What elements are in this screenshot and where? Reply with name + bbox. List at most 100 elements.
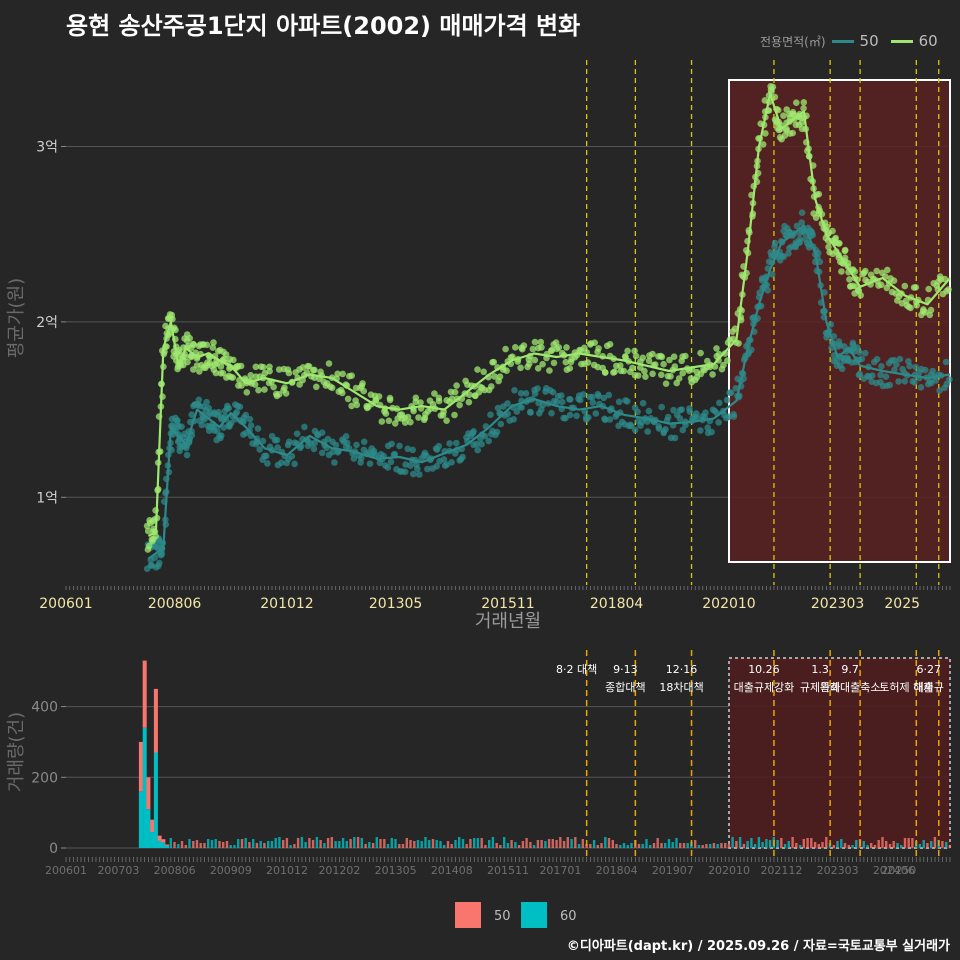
main-point-50 — [285, 438, 293, 446]
vol-baseline-bar — [338, 841, 341, 848]
main-point-50 — [353, 441, 360, 449]
vol-baseline-bar — [862, 841, 865, 848]
vol-baseline-bar — [881, 837, 884, 848]
main-point-50 — [655, 425, 663, 432]
vol-baseline-bar — [473, 838, 476, 848]
vol-baseline-bar — [233, 845, 236, 848]
main-point-50 — [174, 417, 181, 424]
vol-baseline-bar — [813, 842, 817, 848]
main-y-tick-label-0: 1억 — [36, 490, 58, 506]
main-point-50 — [573, 412, 580, 420]
vol-baseline-bar — [495, 843, 498, 848]
vol-baseline-bar — [244, 838, 247, 848]
vol-x-tick-label-12: 202010 — [708, 864, 750, 877]
vol-baseline-bar — [252, 839, 255, 848]
vol-baseline-bar — [851, 845, 854, 848]
main-x-tick-label-8: 2025 — [884, 596, 920, 612]
vol-baseline-bar — [465, 844, 468, 848]
vol-baseline-bar — [581, 839, 584, 848]
vol-baseline-bar — [900, 845, 903, 848]
vol-baseline-bar — [626, 845, 629, 848]
vol-baseline-bar — [356, 837, 360, 848]
vol-baseline-bar — [873, 845, 877, 848]
legend-bottom-label-60: 60 — [560, 909, 577, 924]
main-point-50 — [693, 414, 701, 422]
vol-baseline-bar — [600, 843, 603, 848]
main-point-60 — [375, 393, 383, 400]
main-point-60 — [453, 382, 460, 389]
main-point-60 — [275, 391, 283, 398]
vol-baseline-bar — [371, 843, 375, 848]
main-point-60 — [229, 374, 237, 381]
vol-baseline-bar — [304, 842, 307, 848]
main-point-60 — [735, 340, 742, 347]
main-point-50 — [301, 423, 308, 431]
main-point-60 — [252, 363, 260, 371]
vol-policy-label-4: 1.3 — [811, 663, 829, 676]
vol-x-tick-label-14: 202303 — [817, 864, 859, 877]
vol-baseline-bar — [836, 841, 839, 848]
main-point-50 — [409, 446, 417, 454]
vol-baseline-bar — [237, 839, 240, 848]
vol-x-tick-label-9: 201701 — [539, 864, 581, 877]
main-point-60 — [846, 276, 853, 283]
vol-baseline-bar — [821, 842, 824, 848]
main-point-60 — [584, 359, 592, 366]
vol-baseline-bar — [469, 839, 472, 848]
main-point-50 — [453, 439, 460, 447]
main-point-50 — [624, 398, 631, 405]
main-point-60 — [212, 369, 220, 377]
main-point-50 — [236, 403, 244, 411]
main-point-60 — [520, 342, 528, 349]
main-point-50 — [293, 430, 301, 438]
main-point-60 — [836, 240, 843, 247]
vol-baseline-bar — [439, 841, 442, 848]
vol-baseline-bar — [941, 841, 944, 848]
main-point-60 — [832, 234, 839, 242]
vol-baseline-bar — [484, 845, 487, 848]
main-point-60 — [385, 417, 393, 425]
main-point-50 — [534, 385, 541, 392]
main-point-50 — [220, 424, 227, 431]
main-point-50 — [156, 559, 163, 567]
vol-baseline-bar — [326, 838, 330, 848]
main-point-60 — [517, 364, 524, 372]
main-point-50 — [567, 396, 574, 403]
legend-top-label-60: 60 — [918, 32, 938, 50]
main-point-60 — [652, 361, 659, 368]
main-point-50 — [906, 362, 913, 370]
main-point-50 — [764, 287, 771, 294]
main-point-50 — [911, 379, 918, 386]
vol-baseline-bar — [596, 845, 599, 848]
main-point-50 — [868, 372, 876, 379]
main-point-50 — [827, 321, 835, 328]
vol-baseline-bar — [611, 840, 614, 848]
main-point-60 — [800, 99, 808, 106]
vol-baseline-bar — [450, 844, 453, 848]
main-point-50 — [576, 396, 584, 404]
main-point-60 — [658, 371, 665, 379]
vol-baseline-bar — [795, 843, 798, 848]
main-point-60 — [546, 367, 553, 374]
main-point-50 — [481, 432, 489, 440]
vol-y-tick-label-0: 0 — [49, 841, 58, 857]
vol-baseline-bar — [559, 837, 562, 848]
main-point-50 — [679, 426, 687, 434]
main-point-50 — [877, 371, 884, 379]
vol-baseline-bar — [540, 840, 543, 848]
main-point-50 — [247, 422, 255, 429]
main-point-60 — [247, 372, 254, 379]
main-point-50 — [366, 460, 374, 468]
main-point-60 — [451, 388, 459, 396]
vol-baseline-bar — [753, 844, 757, 848]
main-point-60 — [793, 99, 800, 106]
main-point-60 — [270, 383, 277, 391]
vol-baseline-bar — [783, 844, 787, 848]
main-point-50 — [723, 396, 731, 404]
vol-baseline-bar — [727, 844, 731, 848]
vol-baseline-bar — [379, 839, 382, 848]
main-point-60 — [857, 292, 864, 299]
main-point-60 — [488, 383, 495, 390]
vol-baseline-bars — [169, 837, 952, 848]
vol-baseline-bar — [521, 841, 525, 848]
